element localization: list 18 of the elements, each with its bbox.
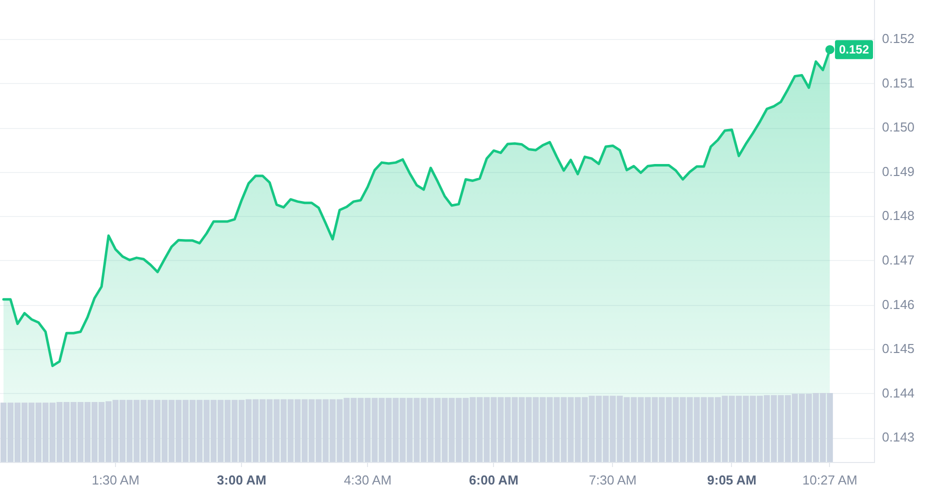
x-tick-label: 6:00 AM (469, 472, 518, 488)
x-tick-label: 7:30 AM (588, 472, 637, 488)
x-tick-label: 10:27 AM (802, 472, 858, 488)
y-tick-label: 0.144 (882, 385, 915, 400)
x-tick-label: 4:30 AM (344, 472, 392, 488)
annotation: 0.152 (838, 42, 870, 56)
y-tick-label: 0.145 (882, 341, 915, 356)
y-tick-label: 0.148 (882, 208, 915, 224)
y-tick-label: 0.150 (882, 120, 915, 135)
y-tick-label: 0.151 (882, 75, 915, 90)
y-tick-label: 0.143 (882, 430, 915, 445)
x-tick-label: 3:00 AM (216, 472, 266, 488)
y-tick-label: 0.149 (882, 164, 915, 179)
y-tick-label: 0.146 (882, 296, 915, 312)
x-tick-label: 9:05 AM (707, 472, 757, 488)
y-tick-label: 0.152 (882, 31, 915, 46)
y-tick-label: 0.147 (882, 252, 915, 268)
x-tick-label: 1:30 AM (92, 472, 140, 488)
